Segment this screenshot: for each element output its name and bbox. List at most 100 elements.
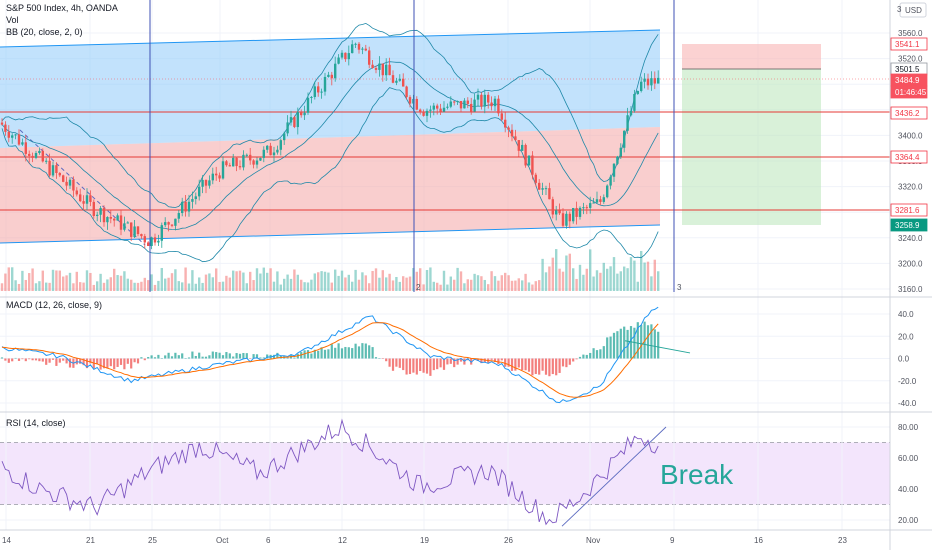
macd-histogram-bar bbox=[592, 348, 595, 359]
macd-histogram-bar bbox=[337, 343, 340, 359]
volume-bar bbox=[157, 280, 160, 291]
volume-bar bbox=[446, 284, 449, 291]
macd-histogram-bar bbox=[24, 358, 27, 362]
macd-histogram-bar bbox=[619, 328, 622, 359]
price-tags: 3541.1 3501.5 3484.9 01:46:45 3436.2 3364.4 32… bbox=[890, 37, 928, 232]
currency-badge-box[interactable] bbox=[899, 2, 927, 18]
volume-bar bbox=[629, 257, 633, 291]
time-tick-label: 16 bbox=[754, 536, 763, 545]
volume-bar bbox=[459, 271, 463, 291]
candle-body bbox=[504, 119, 507, 128]
candle-body bbox=[92, 201, 95, 216]
macd-histogram-bar bbox=[276, 352, 279, 359]
candle-body bbox=[449, 101, 452, 107]
volume-bar bbox=[565, 255, 568, 291]
volume-bar bbox=[616, 273, 619, 291]
macd-histogram-bar bbox=[449, 358, 452, 364]
macd-histogram-bar bbox=[317, 350, 320, 359]
macd-histogram-bar bbox=[79, 358, 82, 364]
volume-bar bbox=[650, 276, 653, 291]
candle-body bbox=[51, 165, 55, 176]
price-tag: 3484.9 bbox=[895, 76, 920, 85]
volume-bar bbox=[133, 282, 136, 291]
candle-body bbox=[626, 115, 629, 131]
volume-bar bbox=[548, 266, 551, 291]
volume-bar bbox=[11, 267, 14, 291]
candle-body bbox=[419, 109, 422, 113]
macd-histogram-bar bbox=[561, 358, 565, 367]
candle-body bbox=[75, 190, 78, 195]
macd-histogram-bar bbox=[589, 352, 592, 359]
candle-body bbox=[612, 163, 616, 177]
macd-histogram-bar bbox=[58, 358, 61, 363]
candle-body bbox=[619, 147, 622, 157]
volume-bar bbox=[357, 279, 361, 291]
macd-histogram-bar bbox=[490, 358, 493, 360]
candle-body bbox=[347, 53, 350, 60]
macd-histogram-bar bbox=[351, 348, 354, 359]
candle-body bbox=[381, 63, 384, 76]
volume-bar bbox=[252, 280, 255, 291]
macd-histogram-bar bbox=[303, 350, 306, 359]
volume-bar bbox=[415, 271, 418, 291]
macd-histogram-bar bbox=[252, 354, 255, 359]
volume-bar bbox=[527, 282, 531, 291]
volume-bar bbox=[113, 268, 116, 291]
macd-histogram-bar bbox=[286, 357, 289, 359]
candle-body bbox=[99, 208, 102, 215]
volume-bar bbox=[116, 275, 119, 291]
macd-histogram-bar bbox=[626, 329, 629, 359]
candle-body bbox=[643, 78, 646, 82]
macd-histogram-bar bbox=[51, 358, 55, 360]
volume-bar bbox=[4, 273, 7, 291]
candle-body bbox=[89, 195, 92, 202]
volume-bar bbox=[62, 276, 65, 291]
candle-body bbox=[266, 145, 269, 150]
volume-bar bbox=[235, 271, 238, 291]
volume-bar bbox=[55, 270, 58, 291]
volume-bar bbox=[51, 269, 55, 291]
candle-body bbox=[368, 50, 371, 65]
candle-body bbox=[276, 149, 279, 153]
candle-body bbox=[636, 90, 639, 94]
volume-bar bbox=[191, 270, 194, 291]
volume-bar bbox=[582, 274, 585, 291]
volume-bar bbox=[626, 268, 629, 291]
macd-histogram-bar bbox=[113, 358, 116, 370]
volume-bar bbox=[109, 277, 112, 291]
candle-body bbox=[72, 179, 75, 191]
volume-bar bbox=[153, 284, 157, 291]
candle-body bbox=[344, 52, 347, 60]
macd-histogram-bar bbox=[385, 358, 388, 362]
candle-body bbox=[320, 91, 323, 93]
macd-histogram-bar bbox=[116, 358, 119, 367]
macd-histogram-bar bbox=[68, 358, 72, 368]
candle-body bbox=[150, 237, 153, 246]
candle-body bbox=[327, 74, 330, 77]
candles bbox=[0, 40, 660, 250]
volume-bar bbox=[504, 272, 507, 291]
macd-histogram-bar bbox=[391, 358, 395, 371]
price-tick-label: 3400.0 bbox=[898, 131, 923, 140]
currency-badge[interactable]: USD bbox=[905, 6, 922, 15]
macd-histogram-bar bbox=[419, 358, 422, 372]
volume-bar bbox=[327, 272, 330, 291]
macd-histogram-bar bbox=[476, 358, 480, 361]
macd-histogram-bar bbox=[17, 358, 21, 361]
price-tag-box bbox=[890, 150, 928, 164]
stop-zone bbox=[682, 44, 821, 69]
volume-bar bbox=[293, 269, 296, 291]
candle-body bbox=[136, 226, 140, 235]
macd-histogram-bar bbox=[493, 358, 497, 363]
volume-bar bbox=[106, 279, 109, 291]
macd-histogram-bar bbox=[65, 358, 68, 364]
candle-body bbox=[17, 134, 21, 145]
macd-histogram-bar bbox=[259, 357, 262, 359]
volume-bar bbox=[456, 267, 459, 291]
candle-body bbox=[300, 112, 303, 116]
candle-body bbox=[215, 173, 218, 176]
axes: 3560.03520.03480.03440.03400.03360.03320… bbox=[2, 29, 923, 545]
macd-histogram-bar bbox=[320, 347, 323, 359]
macd-histogram-bar bbox=[313, 349, 316, 359]
candle-body bbox=[657, 77, 660, 84]
